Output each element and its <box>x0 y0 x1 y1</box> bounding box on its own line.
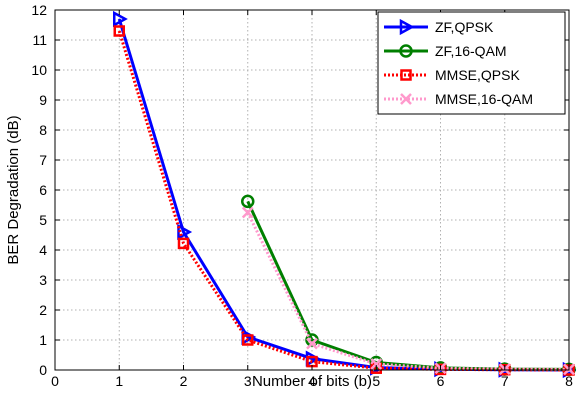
x-tick-label: 3 <box>244 373 252 389</box>
legend-label: MMSE,QPSK <box>435 67 520 83</box>
legend-entry: MMSE,QPSK <box>384 67 520 83</box>
legend-entry: ZF,16-QAM <box>384 43 507 59</box>
y-tick-label: 7 <box>39 152 47 168</box>
y-tick-label: 12 <box>31 2 47 18</box>
data-point-marker <box>399 18 415 36</box>
data-point-marker <box>177 237 190 250</box>
x-tick-label: 7 <box>501 373 509 389</box>
legend-entry: ZF,QPSK <box>384 18 494 36</box>
data-point-marker <box>242 334 254 346</box>
y-tick-label: 2 <box>39 302 47 318</box>
y-tick-label: 0 <box>39 362 47 378</box>
legend-label: ZF,16-QAM <box>435 43 507 59</box>
marker-stroke <box>306 337 318 350</box>
data-point-marker <box>241 194 255 209</box>
data-point-marker <box>400 69 412 81</box>
legend-label: ZF,QPSK <box>435 19 494 35</box>
x-axis-label: Number of bits (b) <box>252 373 372 390</box>
x-tick-label: 1 <box>115 373 123 389</box>
x-tick-label: 4 <box>308 373 316 389</box>
x-tick-label: 5 <box>372 373 380 389</box>
y-tick-label: 6 <box>39 182 47 198</box>
x-tick-label: 0 <box>51 373 59 389</box>
marker-stroke <box>241 206 254 219</box>
y-axis-label: BER Degradation (dB) <box>5 115 22 264</box>
data-point-marker <box>370 358 383 370</box>
y-tick-label: 10 <box>31 62 47 78</box>
data-point-marker <box>306 337 318 350</box>
x-tick-label: 8 <box>565 373 573 389</box>
y-tick-label: 4 <box>39 242 47 258</box>
data-point-marker <box>305 333 319 347</box>
y-tick-label: 5 <box>39 212 47 228</box>
x-tick-label: 2 <box>180 373 188 389</box>
legend-label: MMSE,16-QAM <box>435 91 533 107</box>
data-point-marker <box>241 206 254 219</box>
y-tick-label: 1 <box>39 332 47 348</box>
data-point-marker <box>400 93 412 105</box>
data-point-marker <box>113 25 125 37</box>
y-tick-label: 9 <box>39 92 47 108</box>
data-point-marker <box>399 44 413 58</box>
marker-stroke <box>370 358 383 370</box>
legend: ZF,QPSK ZF,16-QAM MMSE,QPSK MMSE,16-QAM <box>377 11 566 115</box>
data-point-marker <box>113 10 128 28</box>
x-tick-label: 6 <box>437 373 445 389</box>
y-tick-label: 11 <box>32 32 47 48</box>
legend-entry: MMSE,16-QAM <box>384 91 533 107</box>
y-tick-label: 8 <box>39 122 47 138</box>
y-tick-label: 3 <box>39 272 47 288</box>
series-line <box>246 211 570 371</box>
marker-stroke <box>400 93 412 105</box>
